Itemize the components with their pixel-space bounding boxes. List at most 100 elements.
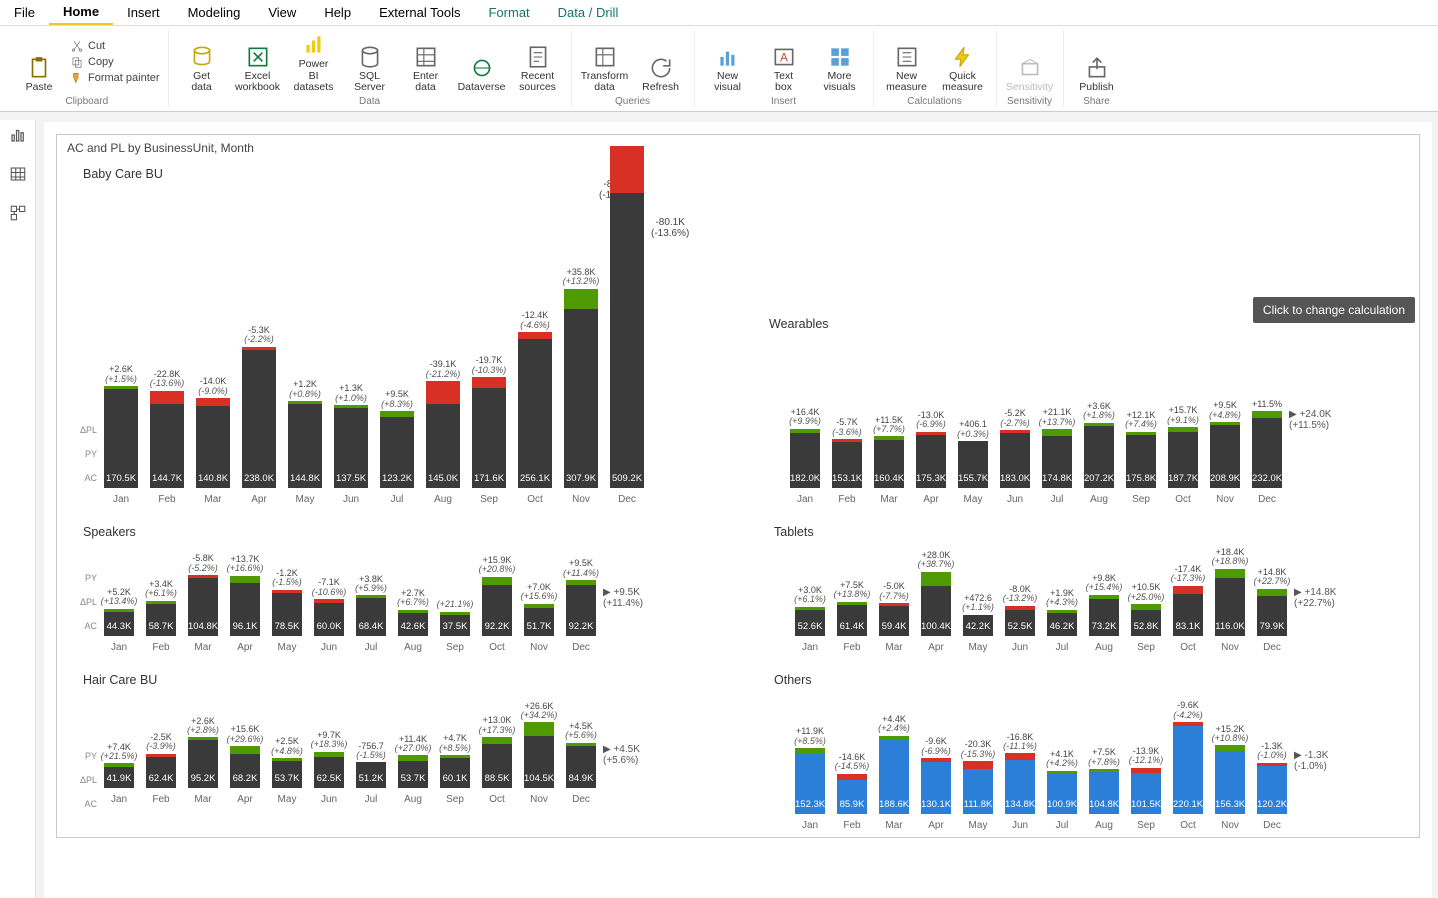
bar-feb[interactable]: -2.5K(-3.9%)62.4KFeb <box>141 733 181 805</box>
bar-nov[interactable]: +7.0K(+15.6%)51.7KNov <box>519 583 559 653</box>
bar-dec[interactable]: +11.5%232.0KDec <box>1247 400 1287 505</box>
bar-sep[interactable]: +10.5K(+25.0%)52.8KSep <box>1126 583 1166 653</box>
tab-format[interactable]: Format <box>474 1 543 24</box>
bar-mar[interactable]: -14.0K(-9.0%)140.8KMar <box>191 377 235 505</box>
chart-wearables[interactable]: Wearables +16.4K(+9.9%)182.0KJan-5.7K(-3… <box>753 311 1409 505</box>
enter-data-button[interactable]: Enterdata <box>401 30 451 94</box>
bar-jan[interactable]: +11.9K(+8.5%)152.3KJan <box>790 727 830 831</box>
bar-mar[interactable]: +11.5K(+7.7%)160.4KMar <box>869 416 909 505</box>
bar-oct[interactable]: -17.4K(-17.3%)83.1KOct <box>1168 565 1208 653</box>
bar-sep[interactable]: +12.1K(+7.4%)175.8KSep <box>1121 411 1161 505</box>
bar-nov[interactable]: +18.4K(+18.8%)116.0KNov <box>1210 548 1250 653</box>
chart-speakers[interactable]: Speakers PYΔPLAC +5.2K(+13.4%)44.3KJan+3… <box>67 519 718 653</box>
transform-data-button[interactable]: Transformdata <box>580 30 630 94</box>
bar-jul[interactable]: +21.1K(+13.7%)174.8KJul <box>1037 408 1077 505</box>
bar-jun[interactable]: -5.2K(-2.7%)183.0KJun <box>995 409 1035 505</box>
bar-aug[interactable]: +2.7K(+6.7%)42.6KAug <box>393 589 433 653</box>
paste-button[interactable]: Paste <box>14 30 64 94</box>
bar-may[interactable]: +472.6(+1.1%)42.2KMay <box>958 594 998 653</box>
tab-data-drill[interactable]: Data / Drill <box>544 1 633 24</box>
get-data-button[interactable]: Getdata <box>177 30 227 94</box>
sql-server-button[interactable]: SQLServer <box>345 30 395 94</box>
tab-modeling[interactable]: Modeling <box>174 1 255 24</box>
bar-jul[interactable]: +4.1K(+4.2%)100.9KJul <box>1042 750 1082 831</box>
bar-dec[interactable]: 509.2KDec <box>605 135 649 505</box>
bar-jan[interactable]: +16.4K(+9.9%)182.0KJan <box>785 408 825 505</box>
bar-feb[interactable]: -14.6K(-14.5%)85.9KFeb <box>832 753 872 831</box>
bar-mar[interactable]: +2.6K(+2.8%)95.2KMar <box>183 717 223 805</box>
visual-container[interactable]: AC and PL by BusinessUnit, Month Baby Ca… <box>56 134 1420 838</box>
tab-help[interactable]: Help <box>310 1 365 24</box>
bar-jun[interactable]: +9.7K(+18.3%)62.5KJun <box>309 731 349 805</box>
bar-jan[interactable]: +5.2K(+13.4%)44.3KJan <box>99 588 139 653</box>
bar-sep[interactable]: +4.7K(+8.5%)60.1KSep <box>435 734 475 805</box>
bar-feb[interactable]: -22.8K(-13.6%)144.7KFeb <box>145 370 189 505</box>
chart-baby-care[interactable]: Baby Care BU -80.1K(-13.6%) -80.1K(-13.6… <box>67 161 723 505</box>
bar-dec[interactable]: +14.8K(+22.7%)79.9KDec <box>1252 568 1292 653</box>
bar-may[interactable]: +1.2K(+0.8%)144.8KMay <box>283 380 327 505</box>
bar-jun[interactable]: -8.0K(-13.2%)52.5KJun <box>1000 585 1040 653</box>
bar-mar[interactable]: -5.8K(-5.2%)104.8KMar <box>183 554 223 653</box>
new-measure-button[interactable]: Newmeasure <box>882 30 932 94</box>
bar-may[interactable]: -20.3K(-15.3%)111.8KMay <box>958 740 998 831</box>
bar-may[interactable]: -1.2K(-1.5%)78.5KMay <box>267 569 307 653</box>
bar-aug[interactable]: +11.4K(+27.0%)53.7KAug <box>393 735 433 805</box>
data-view-icon[interactable] <box>9 165 27 188</box>
cut-button[interactable]: Cut <box>70 39 160 53</box>
bar-aug[interactable]: +7.5K(+7.8%)104.8KAug <box>1084 748 1124 831</box>
bar-apr[interactable]: -13.0K(-6.9%)175.3KApr <box>911 411 951 505</box>
tab-insert[interactable]: Insert <box>113 1 174 24</box>
refresh-button[interactable]: Refresh <box>636 30 686 94</box>
quick-measure-button[interactable]: Quickmeasure <box>938 30 988 94</box>
bar-sep[interactable]: -13.9K(-12.1%)101.5KSep <box>1126 747 1166 831</box>
bar-oct[interactable]: -9.6K(-4.2%)220.1KOct <box>1168 701 1208 831</box>
excel-workbook-button[interactable]: Excelworkbook <box>233 30 283 94</box>
recent-sources-button[interactable]: Recentsources <box>513 30 563 94</box>
bar-oct[interactable]: +13.0K(+17.3%)88.5KOct <box>477 716 517 805</box>
bar-jul[interactable]: +9.5K(+8.3%)123.2KJul <box>375 390 419 505</box>
bar-jun[interactable]: -16.8K(-11.1%)134.8KJun <box>1000 733 1040 832</box>
bar-aug[interactable]: -39.1K(-21.2%)145.0KAug <box>421 360 465 505</box>
bar-sep[interactable]: (+21.1%)37.5KSep <box>435 591 475 653</box>
bar-dec[interactable]: +4.5K(+5.6%)84.9KDec <box>561 722 601 805</box>
chart-others[interactable]: Others +11.9K(+8.5%)152.3KJan-14.6K(-14.… <box>758 667 1409 831</box>
bar-apr[interactable]: +15.6K(+29.6%)68.2KApr <box>225 725 265 805</box>
bar-mar[interactable]: +4.4K(+2.4%)188.6KMar <box>874 715 914 831</box>
bar-jun[interactable]: -7.1K(-10.6%)60.0KJun <box>309 578 349 653</box>
bar-oct[interactable]: +15.9K(+20.8%)92.2KOct <box>477 556 517 653</box>
bar-apr[interactable]: +28.0K(+38.7%)100.4KApr <box>916 551 956 653</box>
report-canvas[interactable]: AC and PL by BusinessUnit, Month Baby Ca… <box>44 122 1432 898</box>
chart-hair-care[interactable]: Hair Care BU PYΔPLAC +7.4K(+21.5%)41.9KJ… <box>67 667 718 831</box>
bar-apr[interactable]: -9.6K(-6.9%)130.1KApr <box>916 737 956 831</box>
bar-feb[interactable]: -5.7K(-3.6%)153.1KFeb <box>827 418 867 505</box>
bar-sep[interactable]: -19.7K(-10.3%)171.6KSep <box>467 356 511 505</box>
bar-nov[interactable]: +35.8K(+13.2%)307.9KNov <box>559 268 603 505</box>
bar-nov[interactable]: +15.2K(+10.8%)156.3KNov <box>1210 725 1250 831</box>
copy-button[interactable]: Copy <box>70 55 160 69</box>
new-visual-button[interactable]: Newvisual <box>703 30 753 94</box>
chart-tablets[interactable]: Tablets +3.0K(+6.1%)52.6KJan+7.5K(+13.8%… <box>758 519 1409 653</box>
bar-apr[interactable]: +13.7K(+16.6%)96.1KApr <box>225 555 265 653</box>
bar-nov[interactable]: +9.5K(+4.8%)208.9KNov <box>1205 401 1245 505</box>
dataverse-button[interactable]: Dataverse <box>457 30 507 94</box>
bar-jul[interactable]: +1.9K(+4.3%)46.2KJul <box>1042 589 1082 653</box>
bar-nov[interactable]: +26.6K(+34.2%)104.5KNov <box>519 702 559 805</box>
publish-button[interactable]: Publish <box>1072 30 1122 94</box>
tab-home[interactable]: Home <box>49 0 113 25</box>
bar-jul[interactable]: +3.8K(+5.9%)68.4KJul <box>351 575 391 653</box>
tab-external-tools[interactable]: External Tools <box>365 1 474 24</box>
tab-view[interactable]: View <box>254 1 310 24</box>
bar-oct[interactable]: -12.4K(-4.6%)256.1KOct <box>513 311 557 505</box>
text-box-button[interactable]: ATextbox <box>759 30 809 94</box>
bar-jan[interactable]: +7.4K(+21.5%)41.9KJan <box>99 743 139 806</box>
report-view-icon[interactable] <box>9 126 27 149</box>
bar-apr[interactable]: -5.3K(-2.2%)238.0KApr <box>237 326 281 505</box>
bar-may[interactable]: +406.1(+0.3%)155.7KMay <box>953 420 993 505</box>
bar-jan[interactable]: +2.6K(+1.5%)170.5KJan <box>99 365 143 505</box>
bar-feb[interactable]: +3.4K(+6.1%)58.7KFeb <box>141 580 181 653</box>
model-view-icon[interactable] <box>9 204 27 227</box>
bar-jan[interactable]: +3.0K(+6.1%)52.6KJan <box>790 586 830 653</box>
bar-mar[interactable]: -5.0K(-7.7%)59.4KMar <box>874 582 914 653</box>
bar-oct[interactable]: +15.7K(+9.1%)187.7KOct <box>1163 406 1203 505</box>
power-bi-datasets-button[interactable]: PowerBI datasets <box>289 30 339 94</box>
